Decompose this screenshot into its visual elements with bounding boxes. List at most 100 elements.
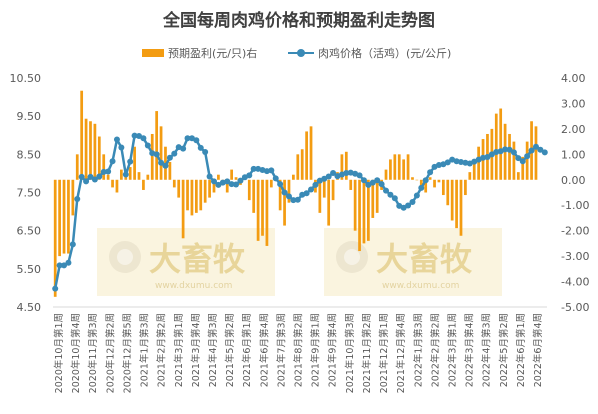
profit-bar (225, 179, 229, 193)
profit-bar (212, 179, 216, 193)
profit-bar (446, 179, 450, 206)
left-axis-tick-label: 9.50 (17, 110, 42, 123)
price-point (158, 159, 165, 166)
price-point (87, 173, 94, 180)
x-axis-tick-label: 2021年2月第2周 (156, 313, 168, 387)
profit-bar (349, 179, 353, 190)
profit-bar (292, 174, 295, 180)
price-point (52, 285, 59, 292)
profit-bar (177, 179, 181, 198)
x-axis-tick-label: 2022年3月第1周 (447, 313, 459, 387)
profit-bar (89, 121, 92, 180)
profit-bar (406, 154, 410, 180)
price-point (56, 262, 63, 269)
x-axis-tick-label: 2021年5月第2周 (224, 313, 236, 387)
profit-bar (362, 179, 366, 244)
profit-bar (217, 174, 220, 180)
profit-bar (331, 179, 335, 201)
profit-bar (106, 174, 110, 180)
profit-bar (283, 179, 286, 226)
x-axis-tick-label: 2021年11月第2周 (361, 313, 373, 393)
profit-bar (371, 179, 375, 218)
price-point (537, 146, 544, 153)
profit-bar (67, 179, 70, 254)
price-point (153, 151, 160, 158)
price-point (343, 170, 350, 177)
profit-bar (75, 154, 79, 180)
price-point (391, 195, 398, 202)
price-point (413, 192, 420, 199)
profit-bar (441, 179, 445, 196)
watermark-brand-2: 大畜牧 (376, 240, 473, 278)
profit-bar (102, 154, 106, 180)
profit-bar (62, 179, 66, 254)
profit-bar (305, 131, 308, 180)
price-point (493, 149, 500, 156)
profit-bar (155, 111, 159, 180)
watermark-logo-inner-1 (117, 249, 133, 265)
price-point (435, 162, 442, 169)
profit-bar (375, 179, 379, 213)
price-point (224, 178, 231, 185)
profit-bar (455, 179, 458, 229)
price-point (74, 195, 81, 202)
right-axis-tick-label: -3.00 (561, 250, 589, 263)
price-point (369, 179, 376, 186)
x-axis-tick-label: 2021年9月第4周 (327, 313, 339, 387)
profit-bar (512, 141, 516, 180)
profit-bar (53, 179, 57, 297)
right-axis-tick-label: -4.00 (561, 276, 589, 289)
watermark-logo-inner-2 (344, 249, 360, 265)
x-axis-tick-label: 2022年3月第4周 (464, 313, 476, 387)
price-point (308, 186, 315, 193)
price-point (100, 168, 107, 175)
price-point (462, 159, 469, 166)
price-point (457, 158, 464, 165)
legend-line-swatch (288, 49, 314, 57)
profit-bar (327, 179, 331, 226)
profit-bar (419, 179, 423, 190)
profit-bar (234, 177, 238, 180)
price-point (524, 153, 531, 160)
profit-bar (71, 179, 75, 216)
price-point (383, 187, 390, 194)
right-axis-tick-label: 3.00 (561, 97, 586, 110)
profit-bar (459, 179, 463, 236)
price-point (528, 147, 535, 154)
profit-bar (516, 172, 520, 180)
profit-bar (150, 133, 154, 180)
profit-bar (84, 118, 88, 180)
profit-bar (384, 169, 388, 180)
chart-title: 全国每周肉鸡价格和预期盈利走势图 (163, 11, 435, 31)
x-axis-tick-label: 2021年3月第1周 (173, 313, 185, 387)
price-point (378, 181, 385, 188)
profit-bar (172, 179, 176, 188)
profit-bar (261, 179, 264, 236)
profit-bar (296, 154, 300, 180)
left-axis-tick-label: 5.50 (17, 263, 42, 276)
profit-bar (534, 126, 538, 180)
profit-bar (402, 159, 406, 180)
x-axis-tick-label: 2022年6月第4周 (532, 313, 544, 387)
legend-label-profit: 预期盈利(元/只)右 (168, 47, 258, 60)
x-axis-tick-label: 2021年12月第1周 (378, 313, 390, 393)
price-point (294, 196, 301, 203)
price-point (246, 172, 253, 179)
price-point (96, 173, 103, 180)
price-point (136, 133, 143, 140)
right-axis-tick-label: -1.00 (561, 199, 589, 212)
profit-bar (353, 179, 357, 231)
price-point (325, 173, 332, 180)
left-axis-tick-label: 7.50 (17, 187, 42, 200)
profit-bar (111, 179, 114, 188)
profit-bar (499, 108, 503, 180)
x-axis-tick-label: 2020年12月第2周 (104, 313, 116, 393)
price-point (480, 154, 487, 161)
price-point (105, 168, 112, 175)
profit-bar (119, 169, 123, 180)
x-axis-tick-label: 2022年2月第2周 (429, 313, 441, 387)
watermark-url-2: www.dxumu.com (382, 281, 459, 291)
profit-bar (168, 161, 172, 180)
profit-bar (256, 179, 260, 241)
x-axis-tick-label: 2021年1月第3周 (139, 313, 151, 387)
